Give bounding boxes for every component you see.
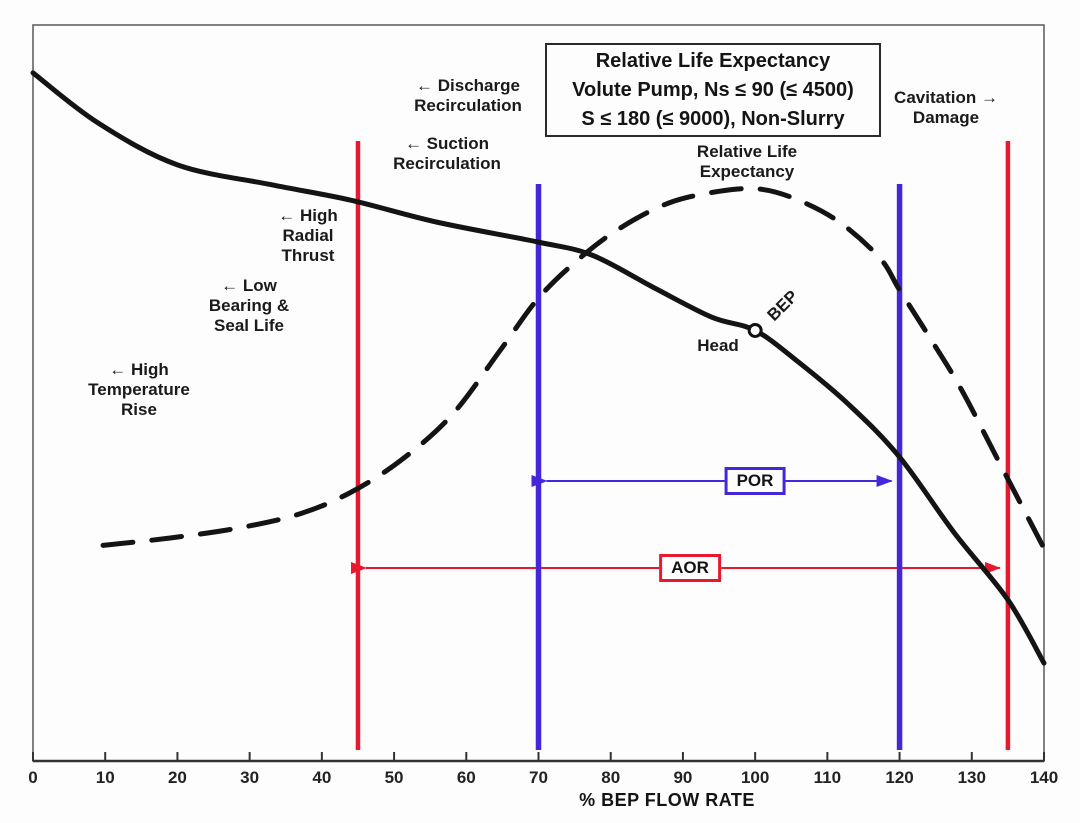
por-range-label: POR [724, 467, 786, 495]
x-tick-label: 10 [95, 768, 115, 787]
curve-head [30, 70, 1047, 666]
x-tick-label: 60 [456, 768, 476, 787]
x-tick-label: 80 [601, 768, 621, 787]
x-tick-label: 100 [740, 768, 770, 787]
x-tick-label: 0 [28, 768, 38, 787]
aor-range-label: AOR [659, 554, 721, 582]
x-tick-label: 30 [240, 768, 260, 787]
annotation-cavitation-damage: Cavitation → Damage [894, 88, 998, 127]
annotation-low-bearing-seal-life: ← Low Bearing & Seal Life [208, 276, 290, 335]
chart-title-line-1: Relative Life Expectancy [595, 49, 831, 72]
x-tick-label: 110 [813, 768, 842, 787]
x-tick-label: 70 [529, 768, 548, 787]
annotation-suction-recirculation: ← Suction Recirculation [393, 134, 501, 173]
x-tick-label: 140 [1029, 768, 1059, 787]
x-tick-label: 120 [885, 768, 914, 787]
x-tick-label: 40 [312, 768, 332, 787]
chart-title-box: Relative Life Expectancy Volute Pump, Ns… [545, 43, 881, 137]
curve-label-head: Head [697, 336, 739, 355]
annotation-high-radial-thrust: ← High Radial Thrust [278, 206, 338, 265]
x-tick-label: 130 [957, 768, 986, 787]
x-tick-label: 50 [384, 768, 404, 787]
curve-label-relative-life-expectancy: Relative Life Expectancy [696, 142, 798, 181]
curve-relative-life-expectancy [100, 186, 1047, 551]
x-axis-title: % BEP FLOW RATE [579, 790, 755, 810]
chart-title-line-3: S ≤ 180 (≤ 9000), Non-Slurry [581, 107, 845, 130]
annotation-discharge-recirculation: ← Discharge Recirculation [414, 76, 522, 115]
annotation-high-temperature-rise: ← High Temperature Rise [88, 360, 190, 419]
bep-marker [747, 322, 763, 338]
x-tick-label: 90 [673, 768, 693, 787]
chart-title-line-2: Volute Pump, Ns ≤ 90 (≤ 4500) [572, 78, 854, 101]
x-tick-label: 20 [167, 768, 187, 787]
